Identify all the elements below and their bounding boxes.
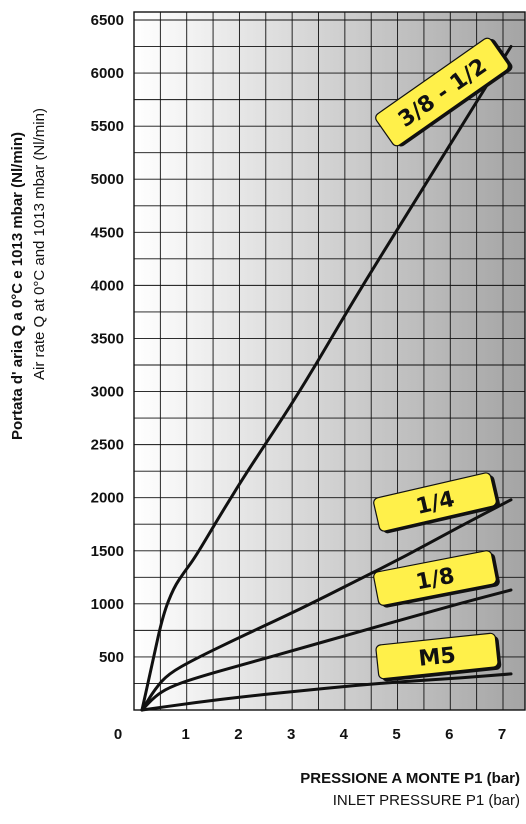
x-tick-label: 5 [392,726,400,743]
x-axis-title: PRESSIONE A MONTE P1 (bar) [300,770,520,787]
series-labels: 3/8 - 1/21/41/8M5 [373,37,513,682]
curve-3-8-1-2 [140,45,513,712]
x-tick-label: 1 [182,726,190,743]
series-label-tag: 1/8 [373,550,500,608]
x-tick-label: 6 [445,726,453,743]
y-tick-label: 1500 [91,543,124,560]
x-tick-labels: 0 1 2 3 4 5 6 7 [114,726,506,743]
y-tick-label: 500 [99,649,124,666]
series-label-text: M5 [417,643,457,672]
y-tick-label: 2000 [91,490,124,507]
y-tick-label: 1000 [91,596,124,613]
x-tick-label: 4 [340,726,349,743]
curve-1-4 [140,498,513,712]
y-tick-label: 3500 [91,330,124,347]
series-label-tag: M5 [375,632,502,682]
series-label-tag: 1/4 [373,472,500,534]
series-label-box [373,472,497,532]
x-tick-label: 7 [498,726,506,743]
series-label-box [375,632,499,680]
x-tick-label: 2 [234,726,242,743]
y-tick-label: 6500 [91,12,124,29]
y-tick-label: 4500 [91,224,124,241]
x-tick-label: 0 [114,726,122,743]
y-axis-title: Portata d' aria Q a 0°C e 1013 mbar (Nl/… [9,132,26,440]
curves [140,45,513,712]
x-tick-label: 3 [287,726,295,743]
series-label-box [373,550,497,606]
y-tick-labels: 500 1000 1500 2000 2500 3000 3500 4000 4500 5000 5… [91,12,124,666]
y-tick-label: 2500 [91,437,124,454]
curve-1-8 [140,588,513,712]
y-tick-label: 4000 [91,277,124,294]
y-axis-title-en: Air rate Q at 0°C and 1013 mbar (Nl/min) [31,108,48,380]
x-axis-title-en: INLET PRESSURE P1 (bar) [332,792,520,809]
plot-frame [133,11,526,711]
y-tick-label: 3000 [91,384,124,401]
series-label-box [375,37,509,147]
y-tick-label: 5500 [91,118,124,135]
curve-m5 [140,672,513,712]
y-tick-label: 6000 [91,65,124,82]
y-tick-label: 5000 [91,171,124,188]
